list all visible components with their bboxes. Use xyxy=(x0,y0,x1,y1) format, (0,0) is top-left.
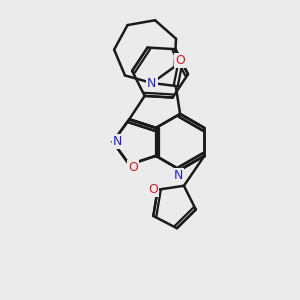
Text: N: N xyxy=(112,135,122,148)
Text: O: O xyxy=(175,54,185,68)
Text: N: N xyxy=(174,169,183,182)
Text: N: N xyxy=(147,76,157,89)
Text: O: O xyxy=(148,183,158,196)
Text: O: O xyxy=(128,161,138,174)
